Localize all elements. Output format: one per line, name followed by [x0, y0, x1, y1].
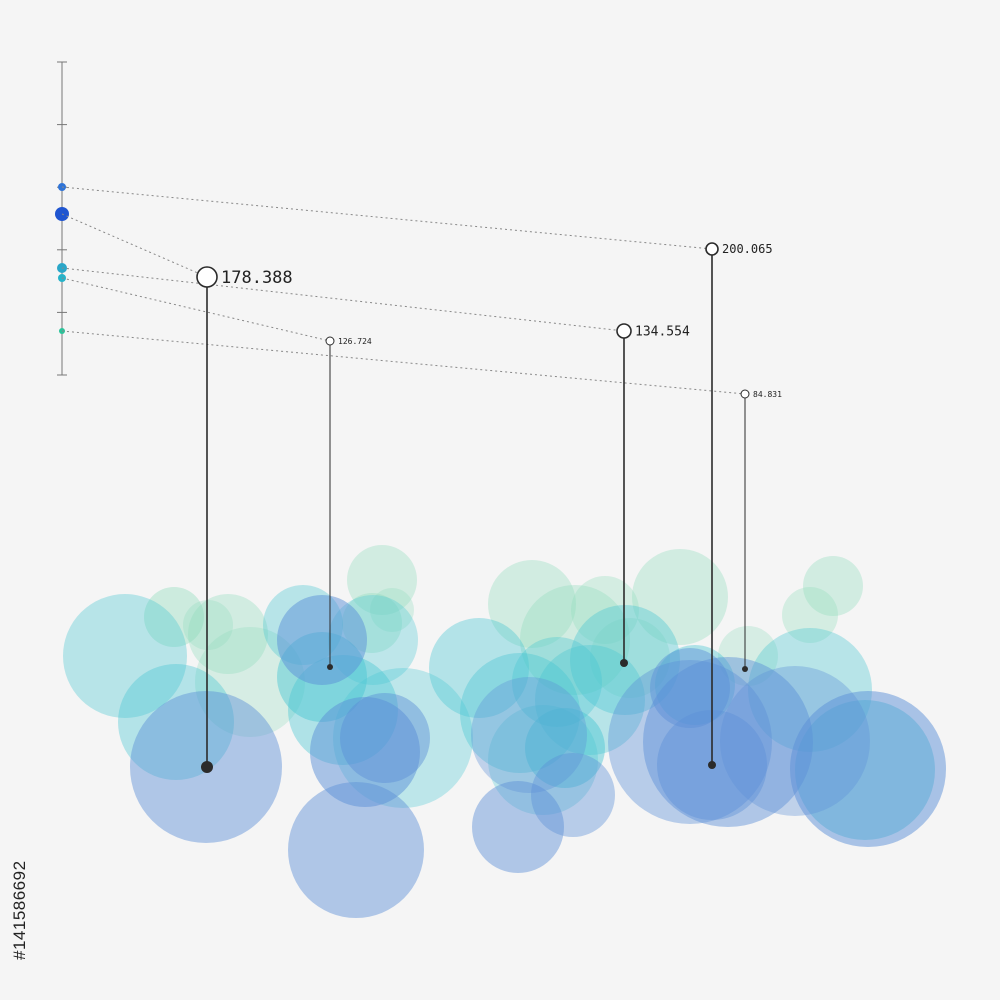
- guide-line: [61, 330, 746, 395]
- guide-line: [61, 267, 625, 332]
- bubble-cluster: [63, 545, 946, 918]
- bubble: [643, 657, 813, 827]
- value-marker: [325, 336, 335, 346]
- bubble: [782, 587, 838, 643]
- value-label: 178.388: [221, 268, 293, 288]
- bubble: [347, 545, 417, 615]
- bubble: [488, 560, 576, 648]
- bubble: [118, 664, 234, 780]
- bubble: [429, 618, 529, 718]
- bubble: [288, 782, 424, 918]
- value-label: 134.554: [635, 325, 690, 340]
- stem-base-dot: [201, 761, 213, 773]
- stem-base-dot: [327, 664, 333, 670]
- bubble: [535, 645, 645, 755]
- bubble: [803, 556, 863, 616]
- stem-base-dot: [708, 761, 716, 769]
- bubble: [195, 627, 305, 737]
- vertical-axis: [55, 61, 69, 376]
- value-marker: [196, 266, 218, 288]
- bubble: [655, 645, 735, 725]
- value-marker: [616, 323, 632, 339]
- bubble: [520, 585, 630, 695]
- bubble: [277, 595, 367, 685]
- guide-line: [61, 186, 713, 250]
- value-label: 126.724: [338, 337, 372, 346]
- guide-lines: [61, 186, 746, 395]
- bubble: [472, 781, 564, 873]
- bubble: [340, 693, 430, 783]
- bubble: [512, 637, 602, 727]
- bubble: [471, 677, 587, 793]
- bubble: [531, 753, 615, 837]
- value-label: 84.831: [753, 390, 782, 399]
- bubble: [460, 653, 580, 773]
- bubble: [608, 660, 772, 824]
- guide-line: [61, 277, 331, 342]
- bubble: [571, 576, 639, 644]
- bubble: [718, 626, 778, 686]
- bubble: [144, 587, 204, 647]
- bubble: [183, 600, 233, 650]
- bubble: [790, 691, 946, 847]
- stem-base-dot: [620, 659, 628, 667]
- stem-base-dot: [742, 666, 748, 672]
- bubble: [310, 697, 420, 807]
- guide-line: [61, 213, 208, 278]
- value-marker: [740, 389, 750, 399]
- bubble: [632, 549, 728, 645]
- value-marker: [705, 242, 719, 256]
- bubble: [188, 594, 268, 674]
- stock-id-text: #141586692: [10, 860, 29, 960]
- bubble: [63, 594, 187, 718]
- value-labels: 178.388 126.724 134.554 200.065 84.831: [221, 242, 782, 399]
- bubble: [525, 708, 605, 788]
- bubble: [650, 648, 730, 728]
- value-stems: [196, 242, 750, 773]
- bubble: [590, 618, 670, 698]
- value-label: 200.065: [722, 242, 773, 256]
- bubble: [488, 705, 598, 815]
- bubble: [370, 588, 414, 632]
